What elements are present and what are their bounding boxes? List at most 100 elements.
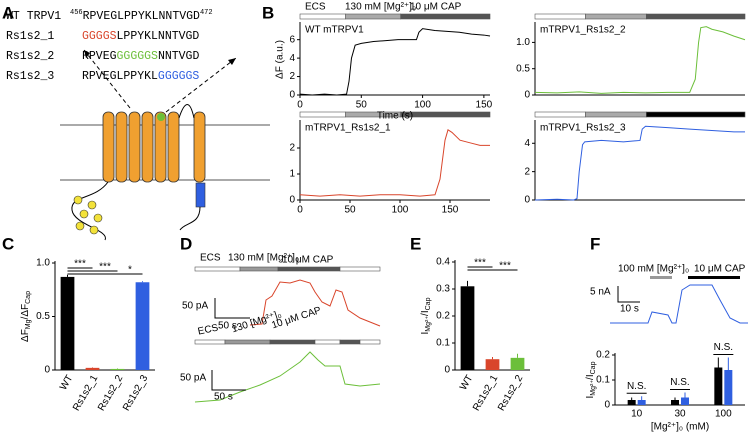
- scale-bar: [211, 370, 246, 391]
- axis-label: ΔFMg/ΔFCap: [20, 291, 33, 342]
- category-label: WT: [458, 373, 475, 392]
- loop: [178, 104, 195, 119]
- linker-site: [157, 113, 165, 121]
- bar: [135, 282, 150, 370]
- panel-label: E: [410, 234, 421, 253]
- y-axis-label: ΔF (a.u.): [275, 40, 286, 79]
- annotation: N.S.: [714, 342, 733, 353]
- sequence-part: GGGGS: [82, 30, 117, 43]
- scale-label: 10 s: [620, 304, 639, 315]
- stim-bar: [345, 13, 402, 20]
- scale-bar: [617, 286, 640, 303]
- scale-bar: [214, 298, 250, 319]
- bar: [485, 359, 500, 370]
- ankyrin: [75, 221, 85, 231]
- trace: [534, 125, 745, 201]
- stim-bar: [269, 339, 316, 345]
- panel-f-trace: [610, 276, 748, 324]
- ankyrin: [73, 195, 83, 205]
- stim-bar: [645, 111, 746, 118]
- current-trace: [194, 351, 381, 403]
- stim-bar: [194, 339, 226, 345]
- stim-bar: [194, 266, 241, 272]
- sequence-part: GGGGGS: [158, 70, 200, 83]
- bar: [671, 400, 679, 405]
- helix: [154, 111, 167, 183]
- bar: [510, 357, 525, 370]
- stim-bar: [339, 266, 381, 272]
- y-tick-label: 1: [289, 169, 295, 180]
- y-tick-label: 1.0: [516, 37, 530, 48]
- significance-label: ***: [474, 258, 486, 269]
- residue-end: 472: [200, 9, 213, 17]
- stim-bar: [534, 13, 586, 20]
- stim-bar: [400, 111, 491, 118]
- trace: [299, 129, 490, 197]
- label-part: I: [420, 332, 431, 335]
- label-part: /I: [420, 310, 431, 316]
- y-tick-label: 2: [524, 166, 530, 177]
- stim-bar: [339, 339, 361, 345]
- scale-label: 50 pA: [182, 301, 208, 312]
- significance-label: ***: [99, 262, 111, 273]
- sequence-part: RPVEGLPPYKL: [82, 70, 158, 83]
- panel-label: A: [2, 3, 14, 22]
- helix: [167, 111, 180, 183]
- x-tick-label: 0: [297, 205, 303, 216]
- helix: [102, 111, 115, 183]
- trace-title: mTRPV1_Rs1s2_2: [540, 25, 626, 36]
- stim-bar: [534, 111, 586, 118]
- bar: [627, 400, 636, 405]
- annotation: N.S.: [627, 381, 646, 392]
- stim-bar: [688, 276, 740, 279]
- axis-label: IMg²⁺/ICap: [585, 361, 598, 398]
- x-tick-label: 50: [356, 100, 368, 111]
- label-part: Cap: [425, 297, 432, 310]
- stim-bar: [299, 111, 346, 118]
- current-trace: [249, 279, 381, 327]
- current-trace: [610, 284, 748, 324]
- scale-label: 50 s: [218, 321, 237, 332]
- scale-label: 50 s: [214, 392, 233, 403]
- stim-bar: [585, 111, 647, 118]
- channel-cartoon: [60, 49, 270, 241]
- significance-label: ***: [74, 259, 86, 270]
- x-tick-label: 100: [715, 409, 732, 420]
- stim-bar: [299, 13, 346, 20]
- stimulus-label: 10 μM CAP: [694, 264, 746, 275]
- y-tick-label: 4: [524, 138, 530, 149]
- stim-bar: [400, 13, 491, 20]
- panel-label: B: [262, 3, 274, 22]
- bar: [714, 367, 723, 405]
- label-part: Mg²⁺: [425, 316, 432, 332]
- helix: [115, 111, 128, 183]
- label-part: Cap: [590, 361, 597, 374]
- stimulus-label: ECS: [305, 2, 326, 13]
- y-tick-label: 0.1: [436, 338, 450, 349]
- stim-bar: [277, 266, 341, 272]
- trace: [534, 26, 746, 94]
- x-axis-label: Time (s): [377, 111, 413, 122]
- arrow: [83, 49, 131, 109]
- helix: [193, 111, 206, 183]
- x-tick-label: 150: [476, 100, 493, 111]
- label-part: I: [585, 396, 596, 399]
- construct-name: WT TRPV1: [6, 10, 61, 23]
- y-tick-label: 0.2: [596, 350, 610, 361]
- stimulus-label: 130 mM [Mg²⁺]₀: [345, 2, 416, 13]
- y-tick-label: 1.0: [36, 258, 50, 269]
- y-tick-label: 2: [289, 143, 295, 154]
- y-tick-label: 0: [524, 90, 530, 101]
- panel-d-traces: [194, 266, 381, 403]
- sequence: GGGGSLPPYKLNNTVGD: [82, 30, 199, 43]
- stim-bar: [585, 13, 647, 20]
- panel-label: D: [180, 234, 192, 253]
- ankyrin: [87, 200, 97, 210]
- x-axis-label: [Mg²⁺]₀ (mM): [651, 422, 709, 433]
- x-tick-label: 30: [674, 409, 686, 420]
- arrow: [165, 57, 237, 113]
- trace-title: mTRPV1_Rs1s2_3: [540, 123, 626, 134]
- sequence-part: GGGGGS: [117, 50, 159, 63]
- x-tick-label: 10: [631, 409, 643, 420]
